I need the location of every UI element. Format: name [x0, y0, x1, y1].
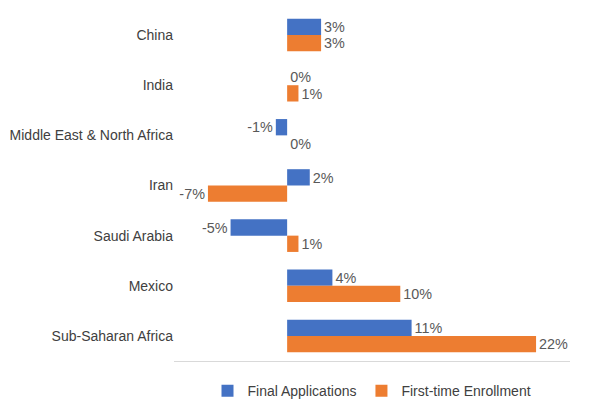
svg-text:0%: 0%	[290, 69, 311, 85]
svg-text:1%: 1%	[301, 236, 322, 252]
svg-text:-1%: -1%	[247, 119, 273, 135]
svg-text:2%: 2%	[313, 170, 334, 186]
svg-text:Sub-Saharan Africa: Sub-Saharan Africa	[52, 328, 174, 344]
svg-text:0%: 0%	[290, 136, 311, 152]
svg-text:First-time Enrollment: First-time Enrollment	[401, 383, 530, 399]
svg-text:4%: 4%	[335, 270, 356, 286]
svg-text:Final Applications: Final Applications	[248, 383, 357, 399]
svg-text:10%: 10%	[403, 286, 432, 302]
svg-text:1%: 1%	[301, 86, 322, 102]
svg-text:China: China	[136, 27, 173, 43]
svg-text:-7%: -7%	[179, 186, 205, 202]
svg-text:Saudi Arabia: Saudi Arabia	[94, 228, 174, 244]
svg-text:Middle East & North Africa: Middle East & North Africa	[10, 127, 174, 143]
svg-text:-5%: -5%	[202, 220, 228, 236]
svg-text:3%: 3%	[324, 19, 345, 35]
svg-text:3%: 3%	[324, 35, 345, 51]
svg-text:Iran: Iran	[149, 177, 173, 193]
svg-text:India: India	[143, 77, 174, 93]
svg-text:11%: 11%	[415, 320, 443, 336]
svg-text:Mexico: Mexico	[129, 278, 174, 294]
svg-text:22%: 22%	[539, 336, 568, 352]
